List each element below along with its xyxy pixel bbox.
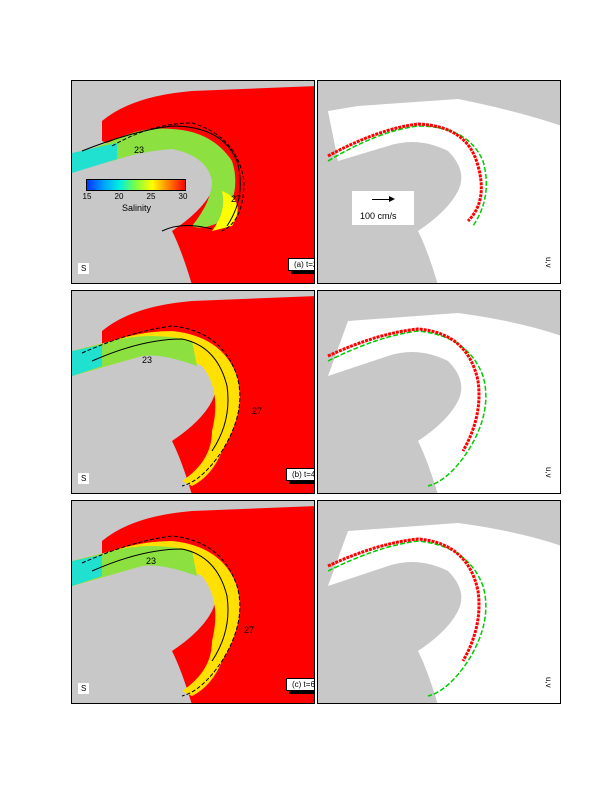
salinity-field-a xyxy=(72,86,314,283)
panel-title-a: (a) t=20 days xyxy=(288,258,314,271)
panel-right-label-c: u,v xyxy=(544,677,553,688)
contour-23-a xyxy=(81,125,241,227)
plume-yellow-a xyxy=(212,191,238,231)
velocity-field-c xyxy=(327,523,560,703)
panel-title-b: (b) t=40 days xyxy=(286,468,314,481)
scale-label: 100 cm/s xyxy=(360,211,397,221)
panel-left-label-b: S xyxy=(78,473,90,484)
plume-cyan-a xyxy=(72,143,117,173)
salinity-field-b xyxy=(72,296,314,493)
colorbar-tick-25: 25 xyxy=(146,192,156,201)
panel-left-label-c: S xyxy=(78,683,90,694)
panel-salinity-c: 23 27 S (c) t=60 days xyxy=(71,500,315,704)
contour-label-23-a: 23 xyxy=(134,145,145,155)
contour-label-27-a: 27 xyxy=(231,194,242,204)
salinity-field-c xyxy=(72,506,314,703)
velocity-scale: 100 cm/s xyxy=(352,191,414,225)
colorbar-title: Salinity xyxy=(122,203,152,213)
colorbar-tick-30: 30 xyxy=(178,192,188,201)
jet-a xyxy=(327,122,483,223)
panel-left-label-a: S xyxy=(78,263,90,274)
panel-salinity-b: 23 27 S (b) t=40 days xyxy=(71,290,315,494)
colorbar-gradient xyxy=(86,179,186,191)
panel-velocity-c: u,v xyxy=(317,500,561,704)
sea-white-a xyxy=(328,99,560,283)
contour-label-27-b: 27 xyxy=(252,406,263,416)
salinity-colorbar: 15 20 25 30 Salinity xyxy=(83,179,187,213)
panel-velocity-a: 100 cm/s u,v xyxy=(317,80,561,284)
colorbar-tick-20: 20 xyxy=(114,192,124,201)
scale-arrow-icon xyxy=(372,195,395,202)
velocity-field-b xyxy=(327,313,560,493)
contour-label-27-c: 27 xyxy=(244,625,255,635)
contour-27b-a xyxy=(161,225,213,232)
velocity-field-a xyxy=(327,99,560,283)
panel-right-label-b: u,v xyxy=(544,467,553,478)
panel-right-label-a: u,v xyxy=(544,257,553,268)
front-line-a xyxy=(327,125,488,227)
panel-title-c: (c) t=60 days xyxy=(286,678,314,691)
contour-label-23-b: 23 xyxy=(142,355,153,365)
contour-27-a xyxy=(111,122,245,232)
colorbar-tick-15: 15 xyxy=(82,192,92,201)
contour-label-23-c: 23 xyxy=(146,556,157,566)
panel-salinity-a: 23 27 15 20 25 30 Salinity S (a) t=20 da… xyxy=(71,80,315,284)
panel-velocity-b: u,v xyxy=(317,290,561,494)
